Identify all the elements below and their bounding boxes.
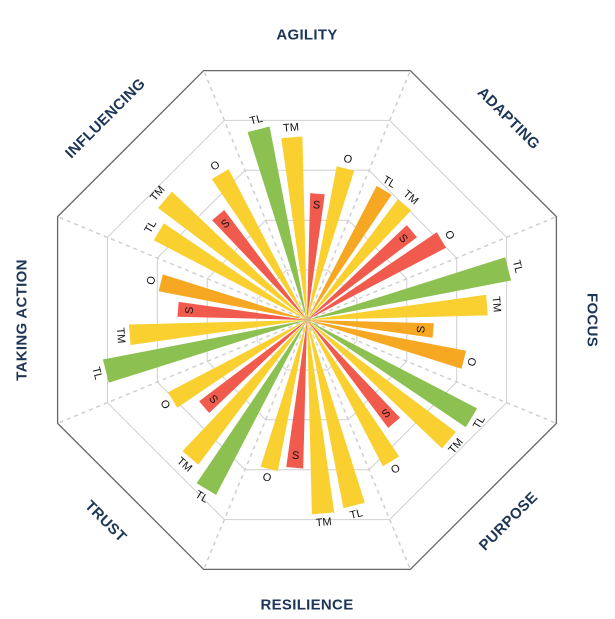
category-label-influencing: INFLUENCING bbox=[62, 75, 149, 162]
grid-spoke-1 bbox=[203, 70, 308, 321]
bar-label-agility-tl: TL bbox=[249, 113, 264, 128]
bar-trust-tm bbox=[182, 320, 307, 465]
grid-spoke-3 bbox=[306, 216, 557, 321]
category-label-trust: TRUST bbox=[81, 497, 129, 545]
bar-label-focus-o: O bbox=[466, 356, 480, 368]
bar-influencing-tm bbox=[158, 191, 307, 320]
bar-trust-s bbox=[199, 320, 307, 413]
bar-label-taking-action-s: S bbox=[184, 306, 197, 314]
bar-purpose-tm bbox=[307, 320, 456, 449]
bar-adapting-tm bbox=[307, 199, 412, 320]
bar-label-trust-o: O bbox=[157, 398, 172, 412]
bar-influencing-s bbox=[212, 210, 307, 320]
bar-label-focus-tm: TM bbox=[490, 296, 503, 313]
bar-label-trust-tl: TL bbox=[193, 489, 210, 506]
bar-purpose-o bbox=[307, 320, 400, 467]
bar-focus-s bbox=[307, 320, 434, 338]
category-label-taking-action: TAKING ACTION bbox=[14, 259, 31, 380]
bar-focus-tl bbox=[307, 257, 512, 320]
bar-influencing-o bbox=[211, 169, 307, 320]
bar-agility-tl bbox=[247, 126, 307, 320]
bar-adapting-o bbox=[307, 232, 446, 320]
bar-purpose-s bbox=[307, 320, 400, 428]
bar-taking-action-tm bbox=[128, 320, 307, 345]
bar-resilience-tl bbox=[307, 320, 365, 509]
outer-frame bbox=[56, 69, 558, 571]
bar-trust-tl bbox=[196, 320, 307, 495]
bar-agility-s bbox=[307, 193, 325, 320]
bar-focus-tm bbox=[307, 294, 488, 320]
grid-spoke-5 bbox=[306, 319, 411, 570]
bar-label-influencing-tl: TL bbox=[142, 218, 159, 235]
frame bbox=[56, 69, 558, 571]
bar-adapting-s bbox=[307, 225, 417, 320]
bar-label-taking-action-o: O bbox=[145, 275, 159, 287]
grid-spoke-8 bbox=[57, 216, 308, 321]
bar-label-adapting-o: O bbox=[442, 229, 457, 243]
bar-resilience-o bbox=[260, 320, 307, 472]
grid-spoke-7 bbox=[57, 319, 308, 424]
bar-focus-o bbox=[307, 320, 467, 369]
bar-purpose-tl bbox=[307, 320, 478, 428]
bar-label-resilience-tl: TL bbox=[349, 507, 364, 522]
bar-adapting-tl bbox=[307, 185, 392, 320]
grid-spoke-6 bbox=[203, 319, 308, 570]
category-label-agility: AGILITY bbox=[276, 27, 337, 44]
bar-resilience-s bbox=[286, 320, 307, 469]
grid-spoke-2 bbox=[306, 70, 411, 321]
bar-label-adapting-tl: TL bbox=[380, 174, 397, 191]
bar-trust-o bbox=[168, 320, 307, 408]
bar-label-taking-action-tm: TM bbox=[114, 327, 127, 344]
bar-label-taking-action-tl: TL bbox=[89, 366, 104, 381]
bar-label-agility-o: O bbox=[342, 153, 354, 167]
bar-taking-action-tl bbox=[102, 320, 308, 383]
category-label-purpose: PURPOSE bbox=[476, 489, 541, 554]
bar-label-influencing-o: O bbox=[209, 159, 223, 174]
bar-label-resilience-tm: TM bbox=[315, 516, 332, 529]
bar-agility-tm bbox=[281, 136, 307, 320]
category-label-resilience: RESILIENCE bbox=[260, 597, 353, 614]
bar-influencing-tl bbox=[153, 223, 307, 320]
bars bbox=[102, 126, 512, 515]
bar-label-resilience-s: S bbox=[292, 450, 300, 463]
grid-spoke-4 bbox=[306, 319, 557, 424]
bar-taking-action-s bbox=[177, 301, 307, 320]
bar-label-resilience-o: O bbox=[261, 471, 273, 485]
bar-label-purpose-tl: TL bbox=[471, 414, 488, 431]
bar-taking-action-o bbox=[158, 274, 307, 320]
category-label-focus: FOCUS bbox=[584, 293, 601, 347]
bar-agility-o bbox=[307, 166, 355, 320]
bar-label-focus-tl: TL bbox=[510, 259, 525, 274]
bar-label-agility-tm: TM bbox=[283, 121, 300, 134]
bar-label-purpose-o: O bbox=[389, 462, 403, 477]
bar-label-focus-s: S bbox=[415, 325, 428, 333]
bar-label-agility-s: S bbox=[312, 199, 320, 212]
category-label-adapting: ADAPTING bbox=[474, 84, 543, 153]
bar-resilience-tm bbox=[307, 320, 335, 515]
